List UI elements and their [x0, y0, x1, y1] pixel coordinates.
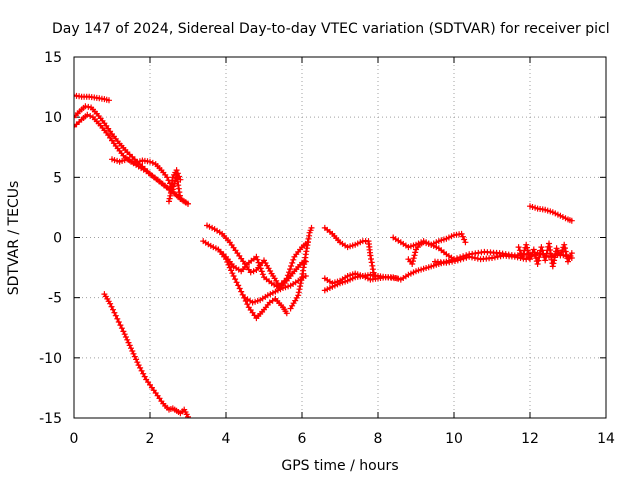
series-markers	[204, 222, 311, 289]
series-markers	[321, 224, 378, 279]
chart-title: Day 147 of 2024, Sidereal Day-to-day VTE…	[52, 21, 610, 37]
series-markers	[215, 246, 290, 322]
y-tick-label: -15	[39, 411, 62, 427]
x-tick-label: 2	[146, 431, 155, 447]
y-tick-label: 15	[44, 50, 62, 66]
y-tick-label: 5	[53, 170, 62, 186]
series-markers	[74, 103, 191, 207]
plot-frame	[73, 56, 607, 419]
series-markers	[287, 224, 315, 312]
series-trace-14	[321, 271, 400, 294]
series-trace-5	[166, 167, 184, 205]
series-trace-9	[215, 246, 290, 322]
tick-labels: 0 2 4 6 8 10 12 14 -15 -10 -5 0 5 10 15	[39, 50, 615, 447]
series-trace-3	[74, 103, 191, 207]
series-trace-8	[204, 222, 311, 289]
series-markers	[101, 291, 191, 418]
x-tick-label: 14	[597, 431, 615, 447]
x-tick-label: 12	[521, 431, 539, 447]
x-tick-label: 0	[70, 431, 79, 447]
series-group	[74, 92, 575, 418]
series-trace-11	[287, 224, 315, 312]
x-tick-label: 6	[298, 431, 307, 447]
y-tick-label: -10	[39, 351, 62, 367]
series-trace-6	[101, 291, 191, 418]
series-trace-1	[74, 92, 112, 104]
x-tick-label: 10	[445, 431, 463, 447]
series-markers	[321, 271, 400, 294]
series-markers	[74, 92, 112, 104]
x-tick-label: 4	[222, 431, 231, 447]
series-markers	[515, 240, 575, 270]
series-markers	[166, 167, 184, 205]
series-trace-19	[527, 203, 575, 224]
y-tick-label: 10	[44, 110, 62, 126]
x-tick-label: 8	[374, 431, 383, 447]
y-axis-label: SDTVAR / TECUs	[6, 181, 22, 296]
series-trace-18	[515, 240, 575, 270]
series-markers	[527, 203, 575, 224]
series-trace-12	[321, 224, 378, 279]
y-tick-label: 0	[53, 231, 62, 247]
x-axis-label: GPS time / hours	[281, 458, 398, 474]
y-tick-label: -5	[48, 291, 62, 307]
